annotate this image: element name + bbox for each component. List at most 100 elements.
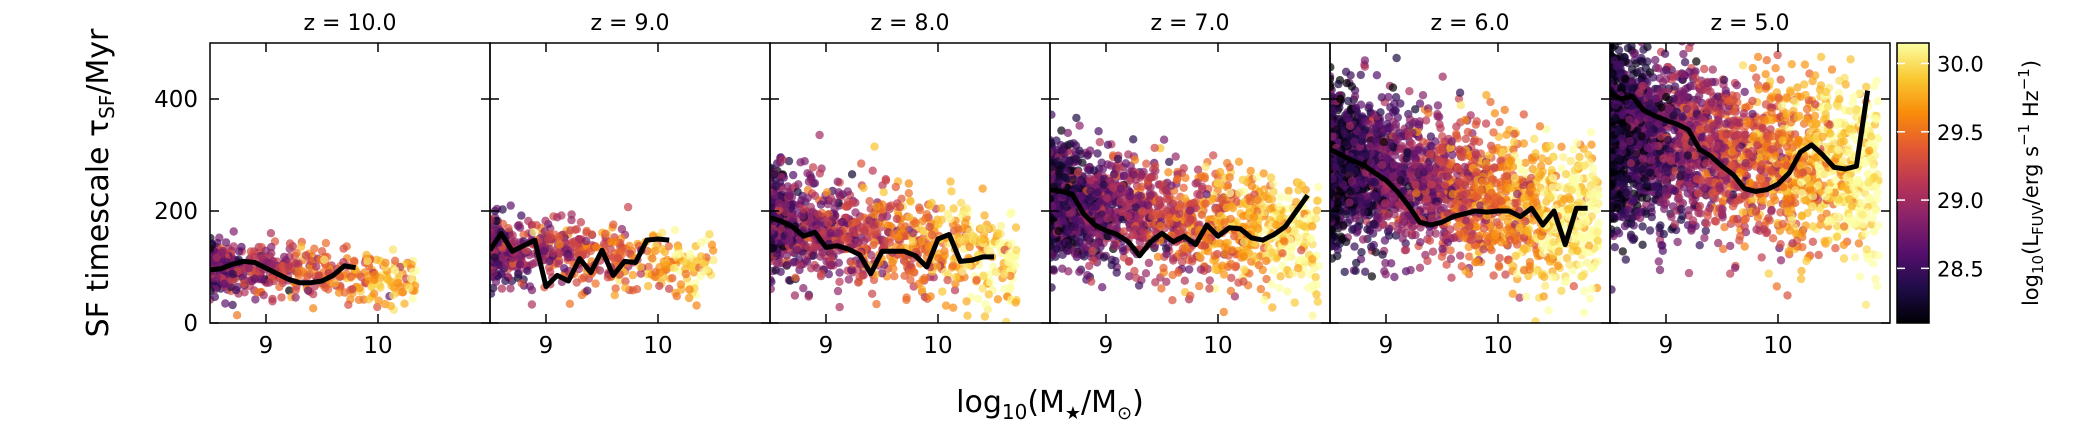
scatter-point [1173, 175, 1182, 184]
scatter-point [1050, 265, 1058, 274]
scatter-point [834, 258, 843, 267]
scatter-point [555, 240, 564, 249]
scatter-point [364, 295, 373, 304]
scatter-point [1228, 245, 1237, 255]
scatter-point [1077, 191, 1086, 201]
scatter-point [917, 236, 926, 246]
scatter-point [1011, 261, 1020, 270]
scatter-point [625, 241, 634, 251]
scatter-point [517, 279, 526, 288]
scatter-point [1227, 273, 1236, 283]
panel-title: z = 10.0 [304, 11, 397, 36]
scatter-point [1064, 267, 1073, 276]
scatter-point [668, 274, 677, 283]
panel-title: z = 9.0 [591, 11, 670, 36]
scatter-point [1215, 167, 1225, 177]
scatter-point [529, 227, 538, 237]
scatter-point [310, 244, 319, 253]
scatter-point [1266, 173, 1276, 182]
panel-z2: 9 10z = 8.0 [769, 11, 1051, 359]
scatter-point [1254, 261, 1264, 270]
scatter-point [572, 278, 581, 287]
scatter-point [1164, 168, 1173, 177]
scatter-point [603, 273, 612, 282]
scatter-point [789, 170, 798, 180]
scatter-point [532, 221, 541, 230]
scatter-point [1186, 215, 1195, 224]
scatter-point [1312, 206, 1322, 215]
scatter-point [793, 187, 802, 197]
scatter-point [1260, 295, 1269, 305]
scatter-point [1438, 72, 1447, 81]
scatter-point [582, 228, 591, 237]
scatter-point [1262, 191, 1271, 200]
scatter-point [1188, 254, 1197, 263]
scatter-point [843, 187, 852, 196]
scatter-point [570, 225, 580, 234]
scatter-point [957, 198, 966, 208]
scatter-point [1063, 246, 1072, 256]
scatter-point [705, 230, 714, 239]
scatter-point [354, 295, 364, 305]
scatter-point [1058, 217, 1068, 226]
scatter-point [514, 269, 523, 279]
scatter-point [885, 221, 895, 230]
scatter-point [1226, 214, 1235, 224]
scatter-point [1580, 286, 1589, 296]
scatter-point [1131, 203, 1140, 212]
scatter-point [978, 184, 987, 193]
scatter-point [664, 284, 674, 293]
scatter-point [1266, 204, 1275, 213]
scatter-point [1112, 268, 1121, 277]
scatter-point [293, 268, 303, 278]
scatter-point [490, 216, 495, 225]
scatter-point [947, 187, 956, 196]
median-line [1050, 187, 1310, 259]
scatter-point [386, 301, 395, 311]
scatter-point [870, 210, 879, 219]
scatter-point [1058, 145, 1067, 154]
scatter-point [1219, 270, 1229, 279]
scatter-point [237, 242, 246, 252]
scatter-point [799, 204, 808, 214]
scatter-point [1294, 219, 1304, 229]
scatter-point [1230, 232, 1239, 241]
scatter-point [564, 252, 573, 262]
scatter-point [348, 285, 357, 294]
scatter-point [591, 279, 600, 288]
scatter-point [1171, 152, 1180, 161]
scatter-point [1246, 166, 1255, 176]
scatter-point [904, 179, 913, 188]
median-line [210, 258, 356, 286]
scatter-point [1061, 156, 1070, 165]
scatter-point [1089, 166, 1099, 175]
scatter-point [981, 300, 990, 309]
scatter-point [607, 237, 616, 246]
scatter-point [1250, 220, 1259, 229]
scatter-point [777, 224, 786, 234]
scatter-point [398, 288, 408, 297]
scatter-point [902, 293, 911, 302]
scatter-point [1065, 209, 1074, 218]
scatter-point [1246, 196, 1255, 206]
scatter-point [906, 196, 915, 205]
scatter-point [1253, 195, 1262, 205]
scatter-point [390, 256, 400, 265]
panel-z4: 9 10z = 6.0 [1329, 11, 1611, 359]
scatter-point [924, 242, 934, 251]
scatter-point [669, 263, 679, 273]
scatter-point [1216, 211, 1226, 220]
scatter-point [851, 208, 860, 217]
scatter-point [576, 218, 586, 227]
scatter-point [651, 267, 660, 277]
scatter-point [790, 291, 800, 300]
panel-frame [489, 42, 771, 324]
scatter-point [408, 267, 418, 277]
scatter-point [541, 216, 550, 225]
scatter-point [869, 240, 878, 250]
panel-title: z = 7.0 [1151, 11, 1230, 36]
scatter-point [859, 183, 868, 193]
scatter-point [1053, 157, 1063, 166]
scatter-point [791, 273, 800, 282]
scatter-point [1088, 247, 1097, 256]
